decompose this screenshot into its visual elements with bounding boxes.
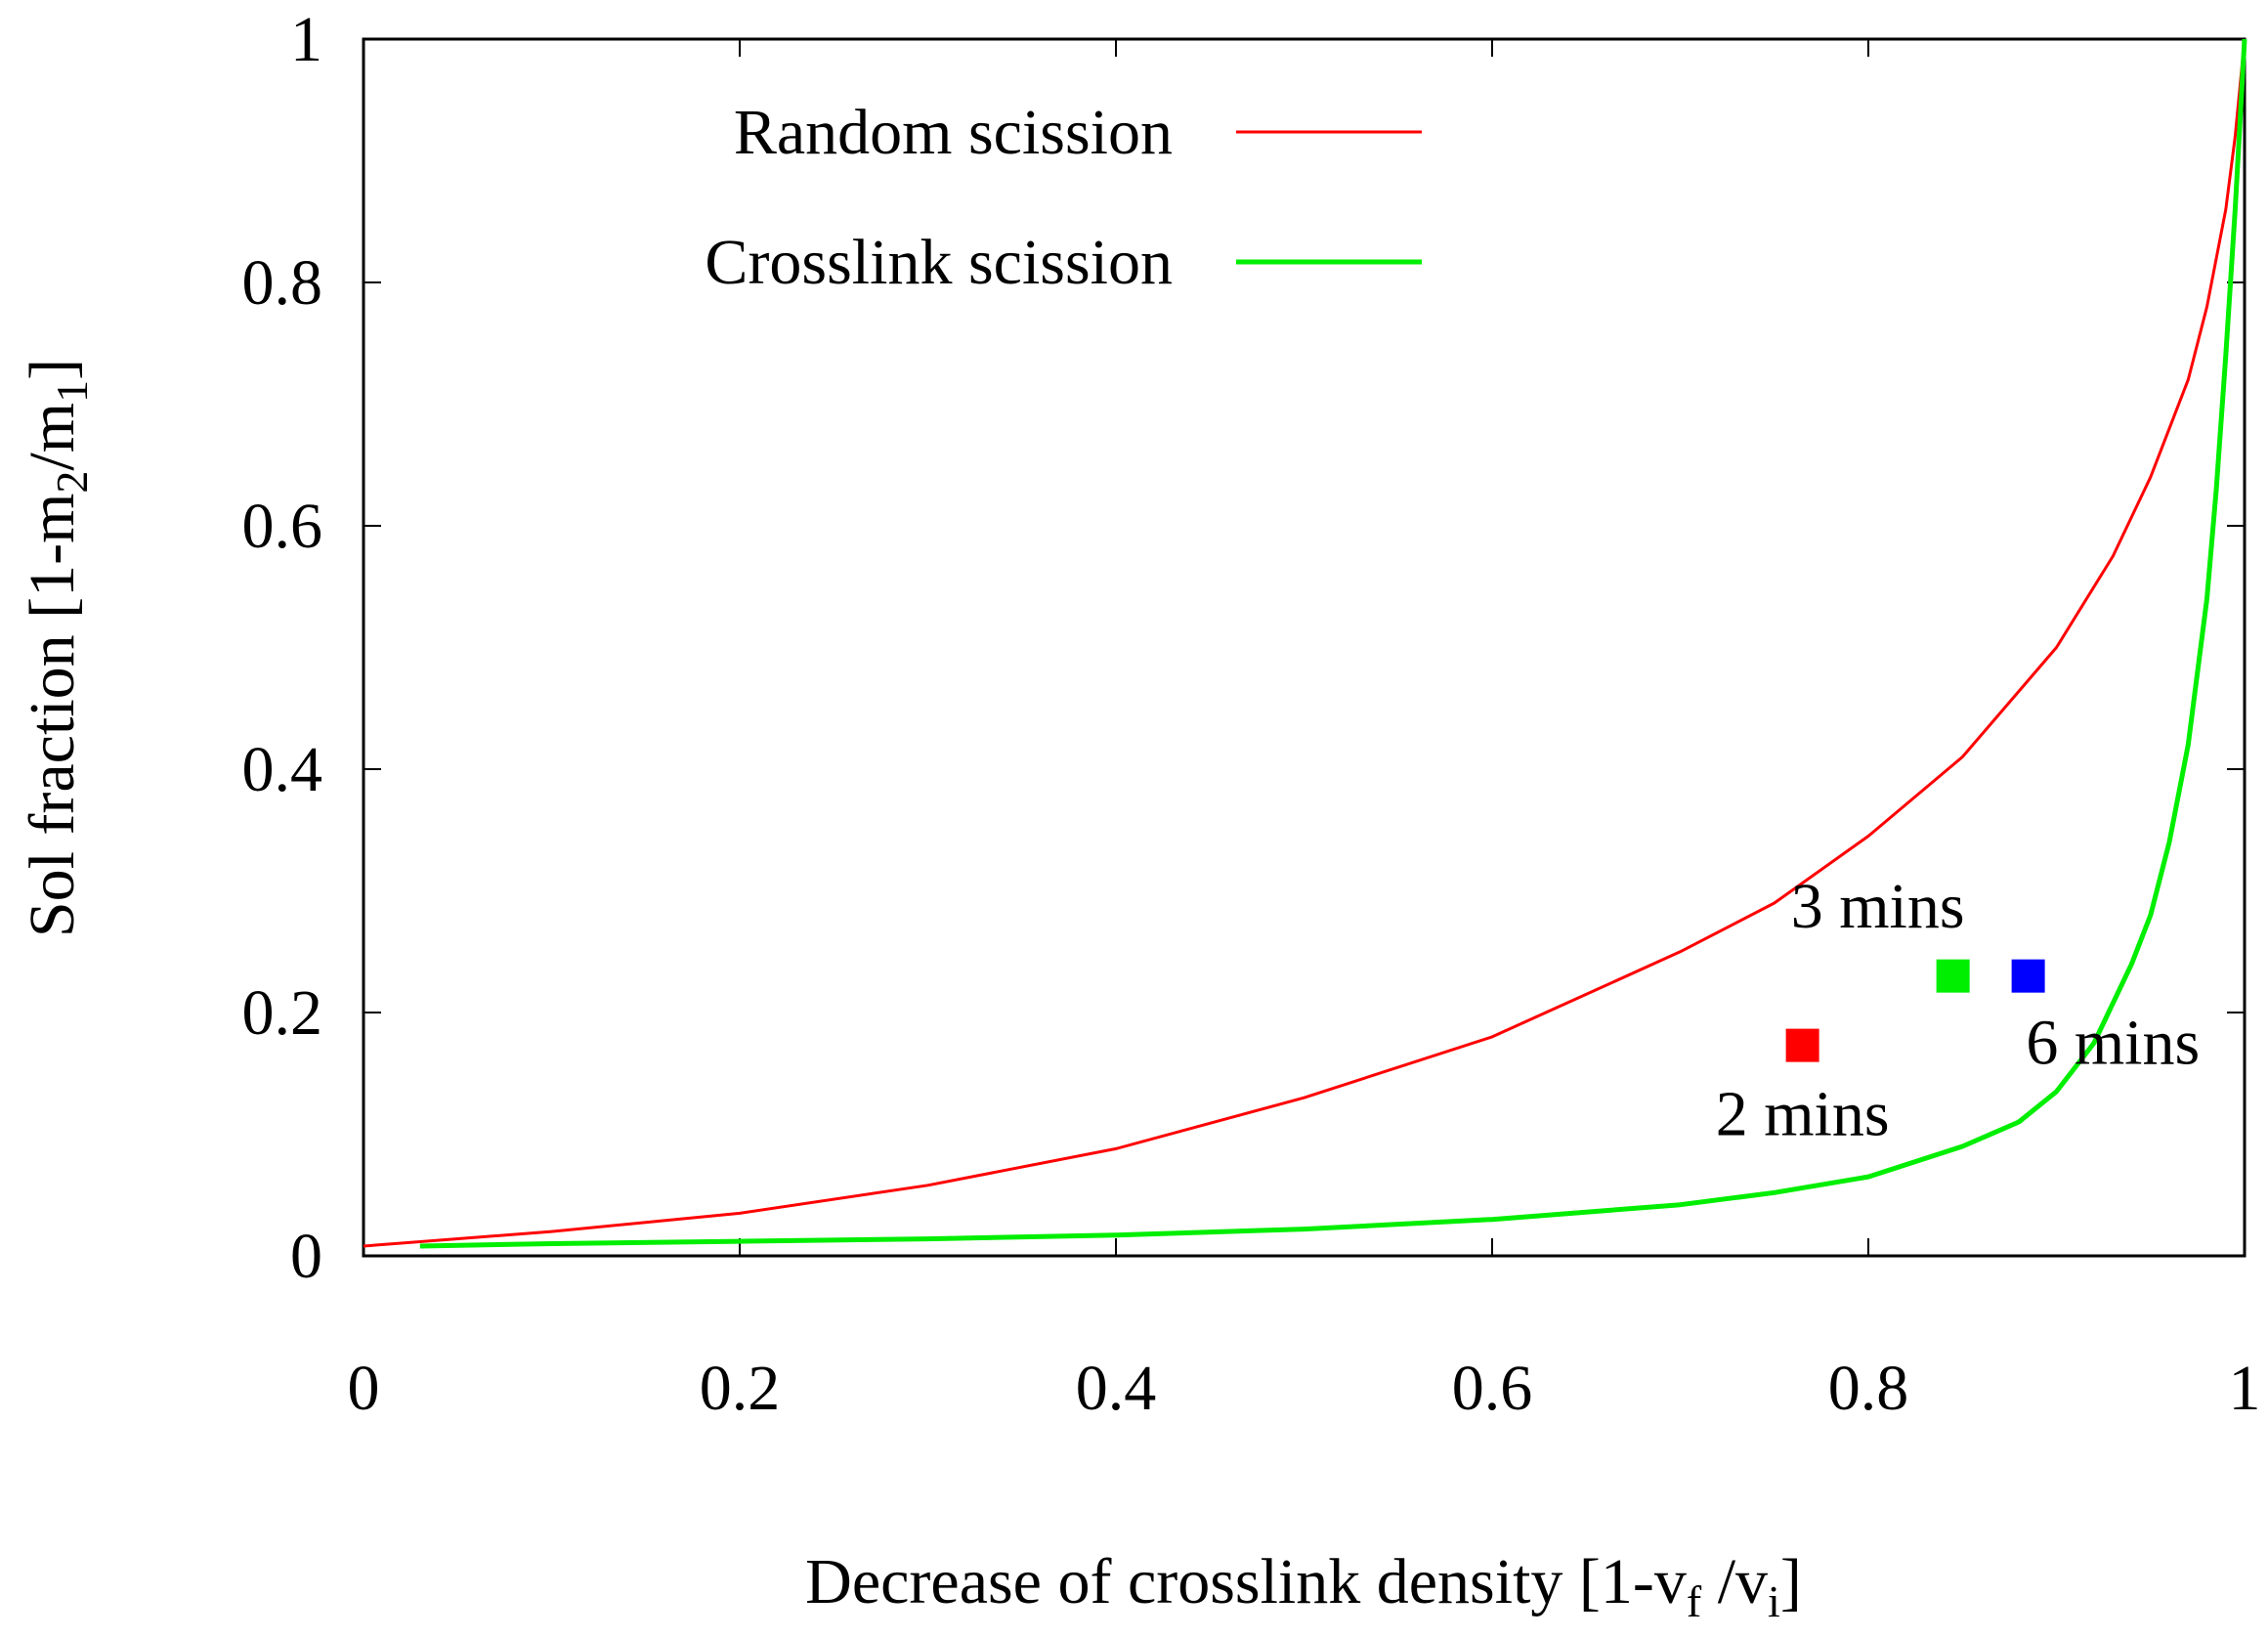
x-tick-label: 0.4	[1076, 1353, 1157, 1424]
annotation-2-mins: 2 mins	[1716, 1079, 1890, 1150]
legend: Random scission Crosslink scission	[705, 97, 1422, 298]
marker-2-mins	[1785, 1028, 1819, 1062]
y-tick-label: 1	[290, 4, 322, 75]
y-tick-label: 0.4	[242, 734, 323, 805]
marker-6-mins	[2011, 959, 2045, 993]
annotation-layer: 3 mins 6 mins 2 mins	[1716, 871, 2200, 1150]
y-tick-label: 0.8	[242, 247, 323, 319]
series-line-crosslink-scission	[419, 38, 2247, 1249]
series-layer	[363, 38, 2247, 1249]
x-tick-label: 0.2	[700, 1353, 781, 1424]
series-line-random-scission	[363, 38, 2247, 1248]
x-tick-label: 0	[348, 1353, 380, 1424]
plot-area-frame	[362, 37, 2247, 1258]
y-tick-label: 0	[290, 1221, 322, 1292]
legend-label-random-scission: Random scission	[734, 97, 1173, 168]
annotation-6-mins: 6 mins	[2026, 1007, 2200, 1078]
x-tick-label: 0.6	[1452, 1353, 1533, 1424]
y-tick-label: 0.6	[242, 491, 323, 562]
annotation-3-mins: 3 mins	[1791, 871, 1965, 942]
legend-label-crosslink-scission: Crosslink scission	[705, 227, 1173, 298]
marker-layer	[1785, 959, 2045, 1062]
y-axis-ticks: 0 0.2 0.4 0.6 0.8 1	[242, 4, 2245, 1292]
x-axis-ticks: 0 0.2 0.4 0.6 0.8 1	[348, 39, 2261, 1424]
y-axis-label: Sol fraction [1-m2/m1]	[17, 359, 97, 937]
x-axis-label: Decrease of crosslink density [1-vf /vi]	[805, 1546, 1802, 1626]
x-tick-label: 0.8	[1828, 1353, 1909, 1424]
marker-3-mins	[1936, 959, 1970, 993]
y-tick-label: 0.2	[242, 977, 323, 1049]
x-tick-label: 1	[2229, 1353, 2261, 1424]
